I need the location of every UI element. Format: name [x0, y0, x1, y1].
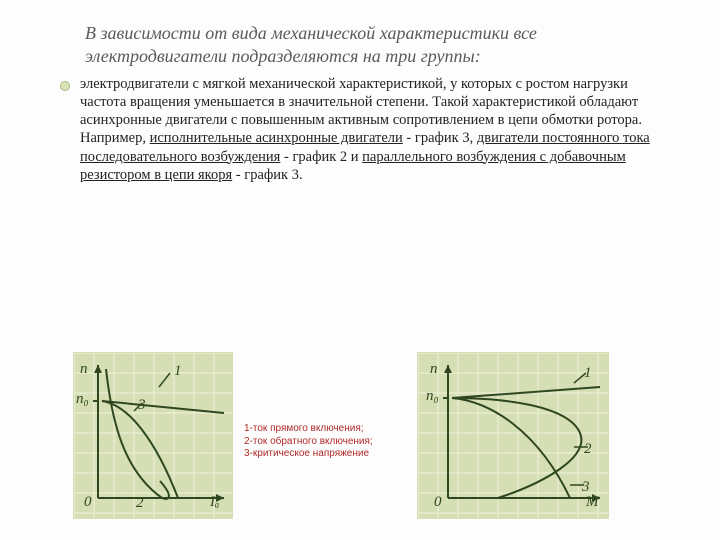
body-mid2: - график 2 и [280, 149, 362, 165]
body-u1: исполнительные асинхронные двигатели [150, 130, 403, 146]
charts-row: nn₀0Iₐ123 1-ток прямого включения;2-ток … [0, 353, 720, 518]
chart1: nn₀0Iₐ123 [74, 353, 232, 518]
chart2: nn₀0M123 [418, 353, 608, 518]
bullet-icon [60, 81, 70, 91]
body-mid3: - график 3. [232, 167, 302, 183]
chart1-legend: 1-ток прямого включения;2-ток обратного … [244, 423, 373, 461]
chart2-wrap: nn₀0M123 [418, 353, 608, 518]
body-row: электродвигатели с мягкой механической х… [0, 75, 720, 184]
slide-title: В зависимости от вида механической харак… [0, 0, 720, 75]
body-mid1: - график 3, [403, 130, 477, 146]
body-text: электродвигатели с мягкой механической х… [80, 75, 665, 184]
chart1-wrap: nn₀0Iₐ123 1-ток прямого включения;2-ток … [74, 353, 394, 518]
